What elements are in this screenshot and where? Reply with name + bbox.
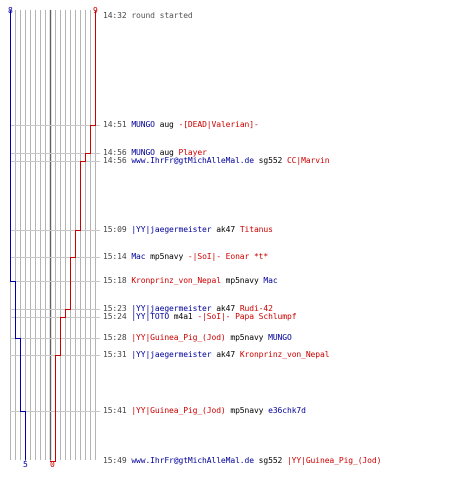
killer-name: Kronprinz_von_Nepal <box>131 276 221 285</box>
kill-event: 15:23 |YY|jaegermeister ak47 Rudi-42 <box>103 304 273 313</box>
weapon-name: ak47 <box>211 304 240 313</box>
killer-name: |YY|Guinea_Pig_(Jod) <box>131 406 226 415</box>
weapon-name: mp5navy <box>225 406 269 415</box>
victim-name: -|SoI|- Eonar *t* <box>187 252 269 261</box>
event-time: 14:32 <box>103 11 132 20</box>
victim-name: Mac <box>263 276 278 285</box>
red-start-score: 9 <box>93 6 98 15</box>
victim-name: MUNGO <box>268 333 292 342</box>
weapon-name: mp5navy <box>145 252 188 261</box>
event-time: 15:09 <box>103 225 132 234</box>
victim-name: -[DEAD|Valerian]- <box>178 120 259 129</box>
event-time: 14:56 <box>103 156 132 165</box>
weapon-name: aug <box>154 120 179 129</box>
event-time: 15:31 <box>103 350 132 359</box>
killer-name: |YY|Guinea_Pig_(Jod) <box>131 333 226 342</box>
event-time: 14:51 <box>103 120 132 129</box>
event-message: round started <box>131 11 193 20</box>
killer-name: MUNGO <box>131 148 155 157</box>
killer-name: |YY|jaegermeister <box>131 225 212 234</box>
weapon-name: ak47 <box>211 225 240 234</box>
victim-name: Kronprinz_von_Nepal <box>239 350 330 359</box>
weapon-name: sg552 <box>253 456 287 465</box>
killer-name: |YY|jaegermeister <box>131 350 212 359</box>
kill-event: 15:18 Kronprinz_von_Nepal mp5navy Mac <box>103 276 278 285</box>
event-time: 15:41 <box>103 406 132 415</box>
kill-event: 15:49 www.IhrFr@gtMichAlleMal.de sg552 |… <box>103 456 381 465</box>
kill-event: 15:28 |YY|Guinea_Pig_(Jod) mp5navy MUNGO <box>103 333 292 342</box>
victim-name: e36chk7d <box>268 406 306 415</box>
victim-name: Player <box>178 148 207 157</box>
kill-event: 15:41 |YY|Guinea_Pig_(Jod) mp5navy e36ch… <box>103 406 306 415</box>
event-time: 15:23 <box>103 304 132 313</box>
kill-event: 15:09 |YY|jaegermeister ak47 Titanus <box>103 225 273 234</box>
killer-name: Mac <box>131 252 146 261</box>
victim-name: -|SoI|- Papa Schlumpf <box>197 312 297 321</box>
kill-event: 15:31 |YY|jaegermeister ak47 Kronprinz_v… <box>103 350 330 359</box>
event-time: 15:14 <box>103 252 132 261</box>
victim-name: |YY|Guinea_Pig_(Jod) <box>286 456 382 465</box>
event-time: 15:49 <box>103 456 132 465</box>
killer-name: www.IhrFr@gtMichAlleMal.de <box>131 456 254 465</box>
blue-start-score: 8 <box>8 6 13 15</box>
kill-event: 15:14 Mac mp5navy -|SoI|- Eonar *t* <box>103 252 268 261</box>
red-alive-line <box>50 10 96 462</box>
event-time: 15:28 <box>103 333 132 342</box>
killer-name: MUNGO <box>131 120 155 129</box>
weapon-name: ak47 <box>211 350 240 359</box>
event-time: 15:18 <box>103 276 132 285</box>
kill-event: 14:56 www.IhrFr@gtMichAlleMal.de sg552 C… <box>103 156 330 165</box>
victim-name: Titanus <box>239 225 273 234</box>
victim-name: CC|Marvin <box>286 156 330 165</box>
killer-name: |YY|TOTO <box>131 312 170 321</box>
blue-end-score: 5 <box>23 460 28 469</box>
weapon-name: mp5navy <box>220 276 264 285</box>
kill-event: 14:56 MUNGO aug Player <box>103 148 207 157</box>
killer-name: |YY|jaegermeister <box>131 304 212 313</box>
weapon-name: mp5navy <box>225 333 269 342</box>
victim-name: Rudi-42 <box>239 304 273 313</box>
blue-alive-line <box>10 10 26 461</box>
weapon-name: aug <box>154 148 179 157</box>
event-time: 15:24 <box>103 312 132 321</box>
kill-event: 15:24 |YY|TOTO m4a1 -|SoI|- Papa Schlump… <box>103 312 297 321</box>
event-time: 14:56 <box>103 148 132 157</box>
kill-event: 14:32 round started <box>103 11 193 20</box>
kill-event: 14:51 MUNGO aug -[DEAD|Valerian]- <box>103 120 259 129</box>
weapon-name: m4a1 <box>169 312 198 321</box>
red-end-score: 0 <box>50 460 55 469</box>
killer-name: www.IhrFr@gtMichAlleMal.de <box>131 156 254 165</box>
weapon-name: sg552 <box>253 156 287 165</box>
